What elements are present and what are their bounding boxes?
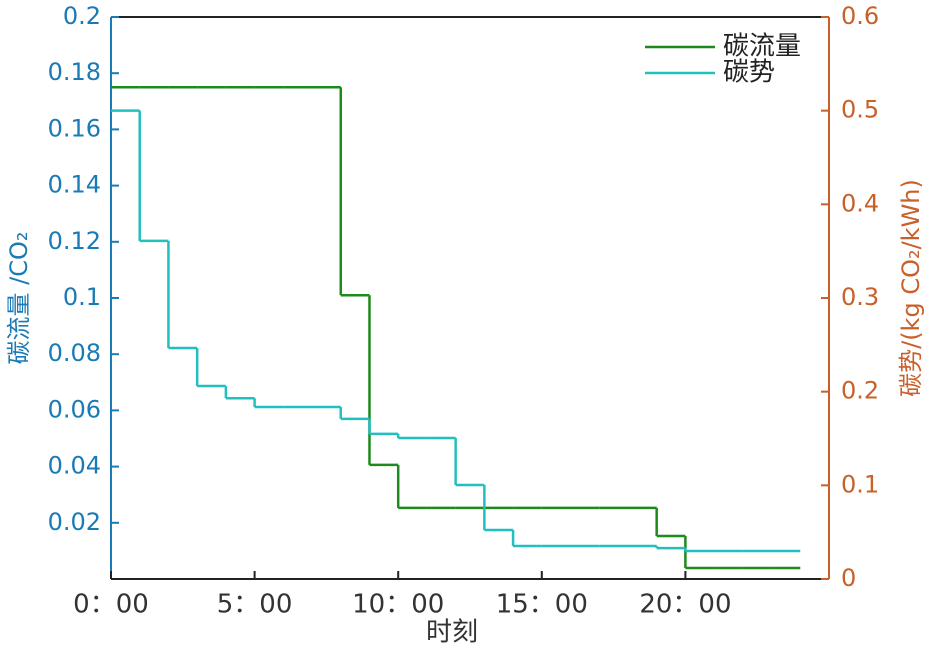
y-tick-label: 0.18 bbox=[48, 58, 101, 86]
x-tick-label: 0：00 bbox=[73, 590, 149, 620]
x-tick-label: 5：00 bbox=[217, 590, 293, 620]
y2-tick-label: 0.6 bbox=[841, 2, 879, 30]
y-tick-label: 0.06 bbox=[48, 395, 101, 423]
x-tick-label: 20：00 bbox=[639, 590, 731, 620]
legend-label: 碳势 bbox=[723, 58, 775, 88]
y-tick-label: 0.1 bbox=[63, 283, 101, 311]
legend-label: 碳流量 bbox=[723, 32, 801, 62]
y2-tick-label: 0.3 bbox=[841, 283, 879, 311]
x-axis-label: 时刻 bbox=[426, 618, 478, 648]
y2-tick-label: 0.2 bbox=[841, 377, 879, 405]
y-tick-label: 0.08 bbox=[48, 339, 101, 367]
y-axis-label: 碳流量 /CO₂ bbox=[5, 232, 33, 365]
y-tick-label: 0.14 bbox=[48, 171, 101, 199]
x-tick-label: 15：00 bbox=[496, 590, 588, 620]
x-tick-label: 10：00 bbox=[352, 590, 444, 620]
y2-tick-label: 0.4 bbox=[841, 189, 879, 217]
y-tick-label: 0.16 bbox=[48, 114, 101, 142]
y2-tick-label: 0 bbox=[841, 564, 856, 592]
y2-axis-label: 碳势/(kg CO₂/kWh) bbox=[897, 179, 925, 397]
y2-tick-label: 0.1 bbox=[841, 470, 879, 498]
y-tick-label: 0.12 bbox=[48, 227, 101, 255]
y-tick-label: 0.02 bbox=[48, 508, 101, 536]
y-tick-label: 0.04 bbox=[48, 452, 101, 480]
y2-tick-label: 0.5 bbox=[841, 96, 879, 124]
y-tick-label: 0.2 bbox=[63, 2, 101, 30]
